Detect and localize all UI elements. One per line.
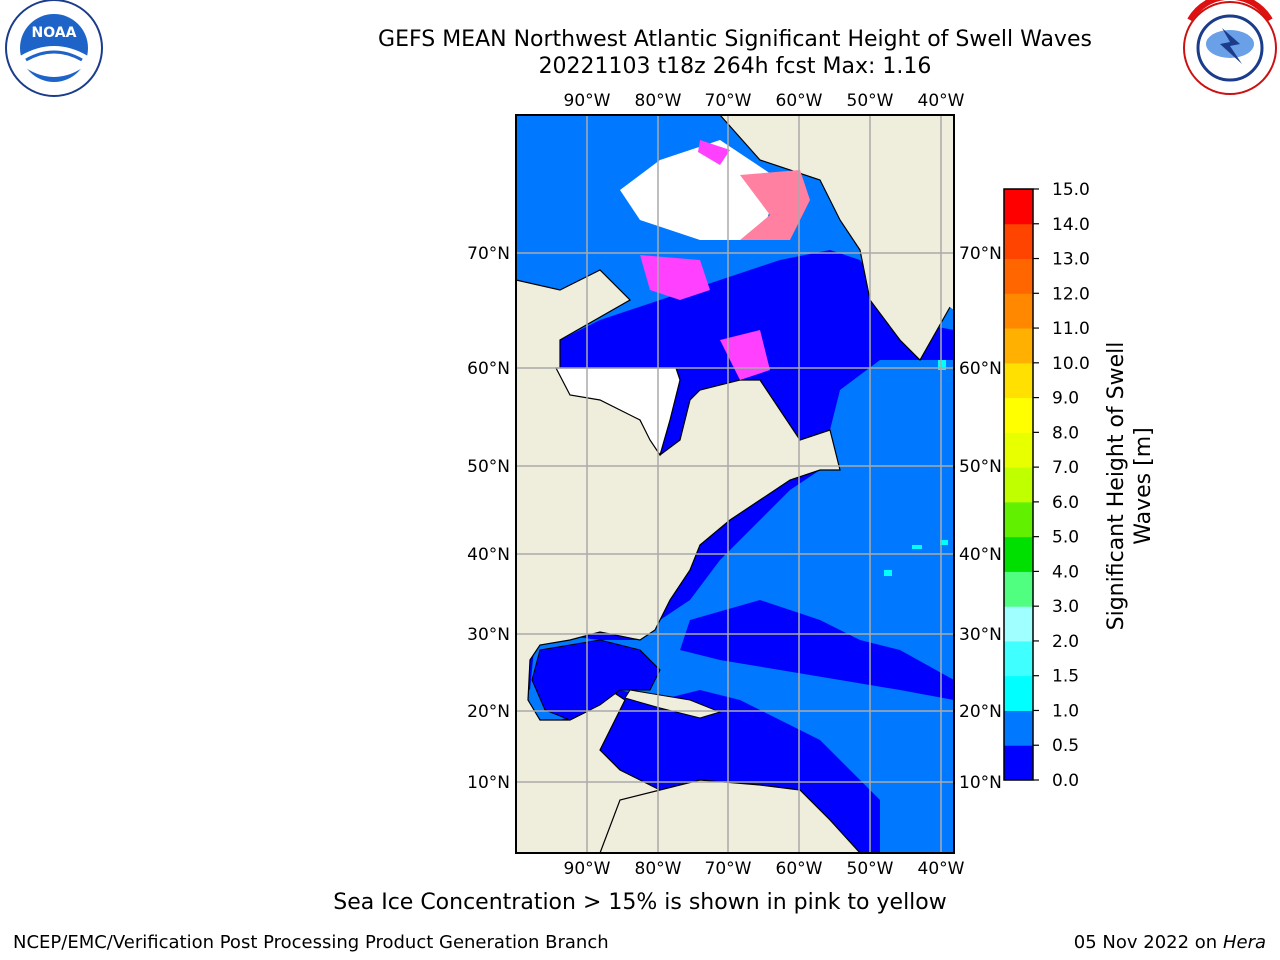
lon-label: 80°W	[635, 91, 682, 111]
colorbar-segment	[1004, 710, 1033, 746]
colorbar-tick-label: 14.0	[1052, 215, 1090, 235]
date-stamp: 05 Nov 2022 on Hera	[1074, 932, 1266, 953]
lon-labels-bottom: 90°W 80°W 70°W 60°W 50°W 40°W	[564, 859, 965, 879]
lat-labels-right: 70°N 60°N 50°N 40°N 30°N 20°N 10°N	[959, 244, 1002, 793]
colorbar-segment	[1004, 397, 1033, 433]
lon-label: 90°W	[564, 859, 611, 879]
colorbar-tick-label: 15.0	[1052, 180, 1090, 200]
colorbar-segment	[1004, 501, 1033, 538]
lat-label: 50°N	[959, 457, 1002, 477]
colorbar-tick-label: 13.0	[1052, 250, 1090, 270]
south-america-land	[599, 779, 862, 854]
lat-label: 60°N	[467, 359, 510, 379]
nws-logo	[1183, 0, 1277, 95]
lon-label: 40°W	[918, 91, 965, 111]
colorbar-segment	[1004, 293, 1033, 329]
colorbar-ticks: 0.0 0.5 1.0 1.5 2.0 3.0 4.0 5.0 6.0 7.0 8.0 9.0 10.0…	[1033, 180, 1090, 791]
colorbar-tick-label: 2.0	[1052, 632, 1079, 652]
lon-label: 90°W	[564, 91, 611, 111]
colorbar-tick-label: 5.0	[1052, 528, 1079, 548]
lon-label: 50°W	[847, 91, 894, 111]
map-area	[515, 114, 955, 854]
lat-label: 10°N	[467, 773, 510, 793]
lon-label: 70°W	[705, 859, 752, 879]
gulf-of-mexico	[531, 639, 661, 721]
colorbar-segment	[1004, 640, 1033, 677]
colorbar-tick-label: 10.0	[1052, 354, 1090, 374]
credit-text: NCEP/EMC/Verification Post Processing Pr…	[13, 932, 609, 953]
colorbar-segment	[1004, 223, 1033, 260]
lon-label: 80°W	[635, 859, 682, 879]
colorbar-segment	[1004, 432, 1033, 468]
colorbar-segment	[1004, 362, 1033, 399]
lat-label: 20°N	[467, 702, 510, 722]
lon-label: 40°W	[918, 859, 965, 879]
colorbar-tick-label: 3.0	[1052, 597, 1079, 617]
date-text: 05 Nov 2022 on	[1073, 932, 1218, 953]
noaa-logo: NOAA	[5, 0, 103, 97]
colorbar-segment	[1004, 189, 1033, 225]
sea-ice-note: Sea Ice Concentration > 15% is shown in …	[333, 890, 947, 915]
lat-label: 70°N	[467, 244, 510, 264]
colorbar-label-line2: Waves [m]	[1131, 427, 1156, 544]
colorbar-segment	[1004, 675, 1033, 711]
lat-label: 70°N	[959, 244, 1002, 264]
colorbar-segment	[1004, 258, 1033, 294]
noaa-logo-text: NOAA	[32, 25, 77, 41]
colorbar-tick-label: 4.0	[1052, 562, 1079, 582]
colorbar-tick-label: 8.0	[1052, 423, 1079, 443]
lat-label: 60°N	[959, 359, 1002, 379]
lon-label: 70°W	[705, 91, 752, 111]
lat-label: 50°N	[467, 457, 510, 477]
colorbar-tick-label: 6.0	[1052, 493, 1079, 513]
cyan-speckles	[884, 360, 948, 576]
lat-label: 40°N	[467, 545, 510, 565]
host-name: Hera	[1222, 932, 1266, 953]
lat-label: 10°N	[959, 773, 1002, 793]
colorbar-segment	[1004, 606, 1033, 642]
lat-label: 20°N	[959, 702, 1002, 722]
colorbar-tick-label: 1.5	[1052, 667, 1079, 687]
lon-label: 60°W	[776, 859, 823, 879]
colorbar-tick-label: 0.0	[1052, 771, 1079, 791]
map-subtitle: 20221103 t18z 264h fcst Max: 1.16	[538, 54, 932, 79]
colorbar	[1003, 188, 1034, 781]
colorbar-tick-label: 0.5	[1052, 736, 1079, 756]
map-title: GEFS MEAN Northwest Atlantic Significant…	[378, 27, 1092, 52]
lat-labels-left: 70°N 60°N 50°N 40°N 30°N 20°N 10°N	[467, 244, 510, 793]
colorbar-tick-label: 11.0	[1052, 319, 1090, 339]
colorbar-segment	[1004, 536, 1033, 572]
colorbar-tick-label: 12.0	[1052, 284, 1090, 304]
sea-ice-zone	[620, 140, 780, 240]
colorbar-segment	[1004, 328, 1033, 364]
colorbar-tick-label: 9.0	[1052, 389, 1079, 409]
colorbar-tick-label: 7.0	[1052, 458, 1079, 478]
colorbar-frame	[1003, 188, 1034, 781]
map-frame	[515, 114, 955, 854]
colorbar-segment	[1004, 745, 1033, 781]
lat-label: 40°N	[959, 545, 1002, 565]
lon-label: 60°W	[776, 91, 823, 111]
lat-label: 30°N	[959, 625, 1002, 645]
lat-label: 30°N	[467, 625, 510, 645]
colorbar-segment	[1004, 467, 1033, 503]
graticule	[516, 115, 954, 853]
europe-edge-land	[940, 115, 954, 310]
colorbar-label-line1: Significant Height of Swell	[1104, 342, 1129, 631]
colorbar-tick-label: 1.0	[1052, 701, 1079, 721]
colorbar-segment	[1004, 571, 1033, 607]
lon-label: 50°W	[847, 859, 894, 879]
lon-labels-top: 90°W 80°W 70°W 60°W 50°W 40°W	[564, 91, 965, 111]
